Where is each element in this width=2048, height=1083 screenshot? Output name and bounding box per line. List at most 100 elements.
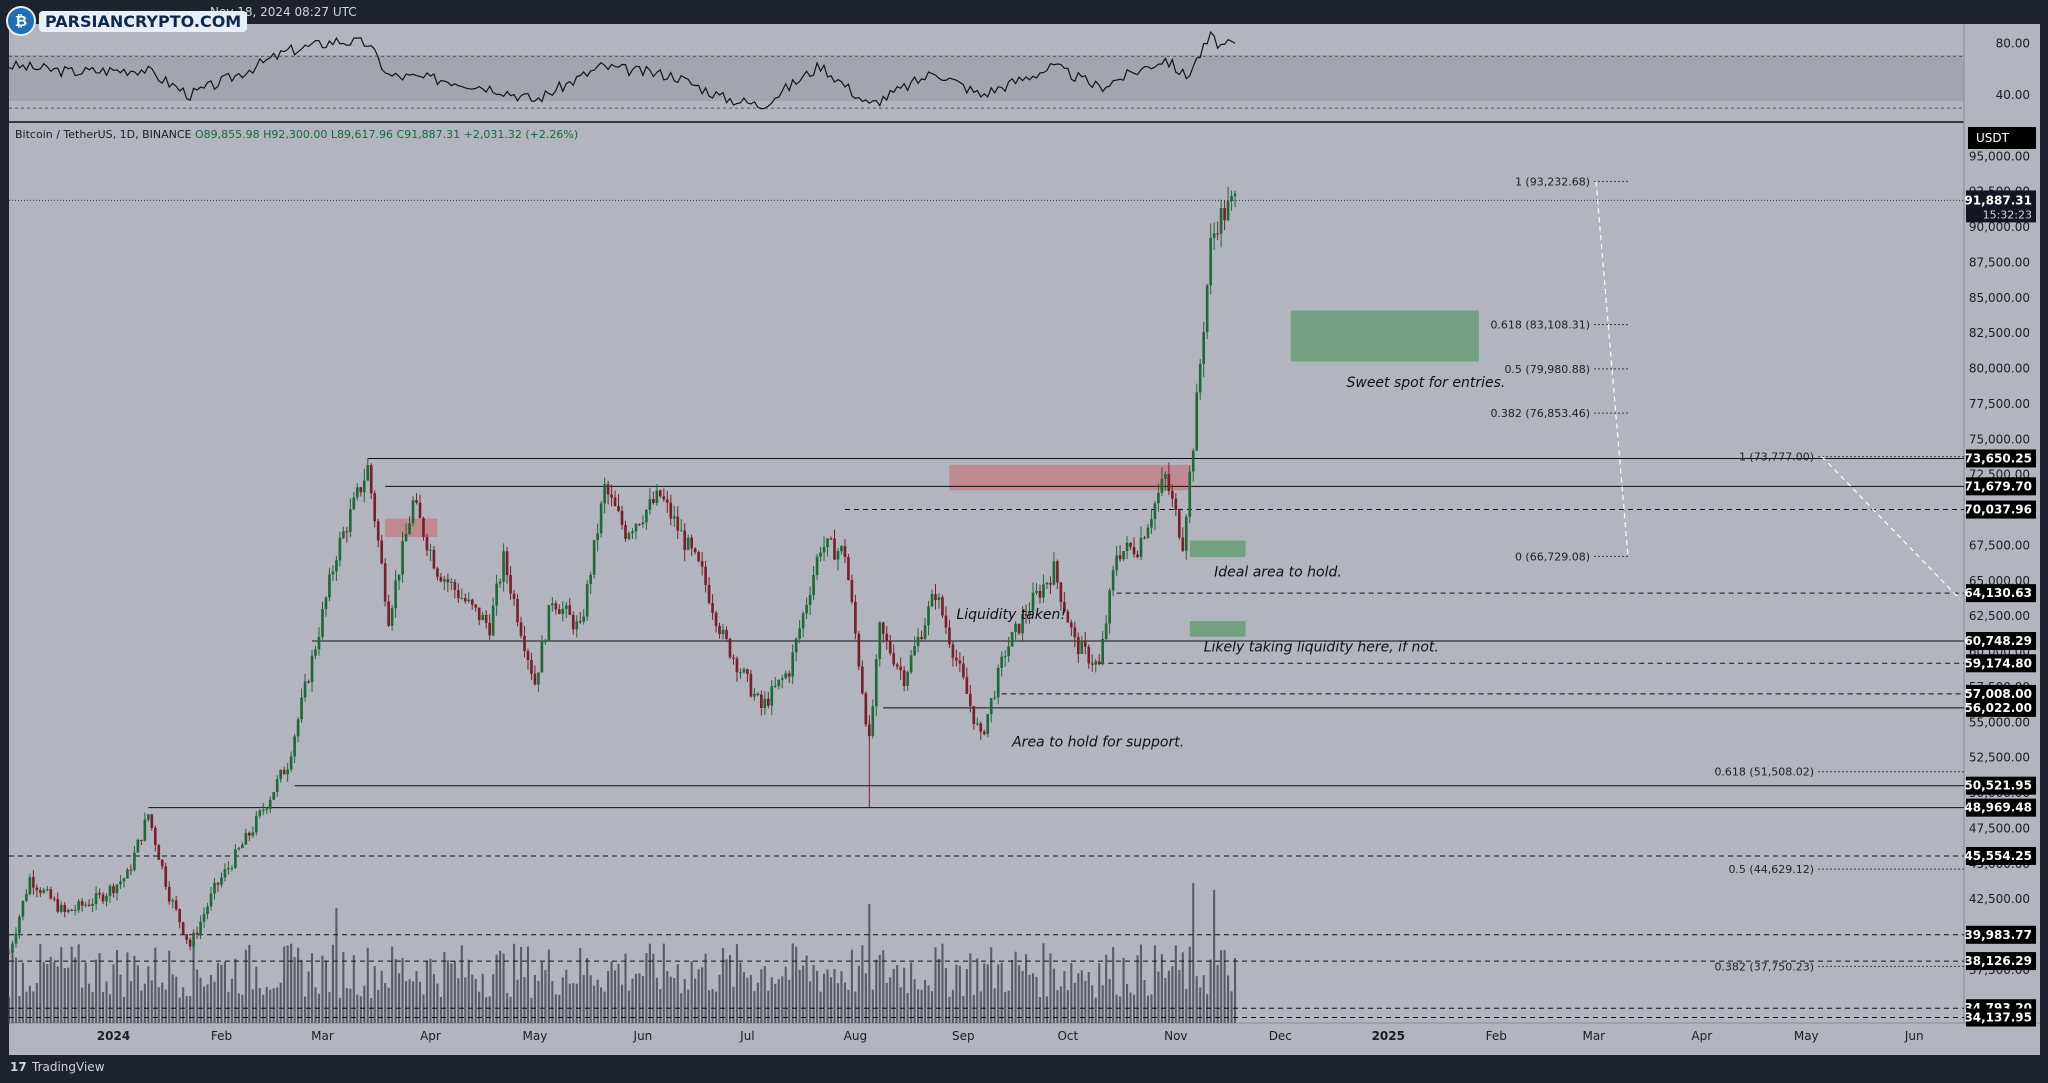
volume-bar <box>474 978 477 1023</box>
volume-bar <box>115 950 119 1023</box>
volume-bar <box>1080 970 1083 1023</box>
volume-bar <box>819 991 822 1023</box>
level-badge <box>1966 584 2036 603</box>
volume-bar <box>795 946 798 1023</box>
candle-body <box>540 641 544 673</box>
candle-body <box>840 546 843 552</box>
level-badge <box>1966 632 2036 651</box>
candle-body <box>303 681 307 698</box>
volume-bar <box>380 970 383 1023</box>
candle-body <box>735 658 739 673</box>
volume-bar <box>67 967 70 1023</box>
volume-bar <box>1178 970 1181 1023</box>
candle-body <box>631 531 634 534</box>
volume-bar <box>1070 963 1073 1023</box>
candle-body <box>544 640 547 642</box>
volume-bar <box>63 968 66 1023</box>
candle-body <box>1045 582 1049 585</box>
volume-bar <box>1153 945 1156 1023</box>
level-badge <box>1966 698 2036 717</box>
volume-bar <box>589 975 592 1023</box>
volume-bar <box>223 961 226 1023</box>
candle-body <box>366 465 370 481</box>
level-badge-label: 38,126.29 <box>1964 954 2032 968</box>
volume-bar <box>906 993 909 1023</box>
level-badge-label: 56,022.00 <box>1964 701 2032 715</box>
candle-body <box>230 867 234 869</box>
volume-bar <box>370 997 373 1023</box>
currency-button[interactable]: USDT <box>1968 127 2036 149</box>
candle-body <box>488 622 491 636</box>
price-tick-label: 55,000.00 <box>1969 715 2030 729</box>
volume-bar <box>502 953 505 1023</box>
volume-bar <box>352 955 355 1023</box>
volume-bar <box>603 991 606 1023</box>
fibonacci-layer: 1 (93,232.68) 0.618 (83,108.31) 0.5 (79,98… <box>1490 175 1964 973</box>
candle-body <box>446 579 450 583</box>
volume-bar <box>624 953 627 1023</box>
candle-body <box>474 604 478 608</box>
candle-body <box>958 660 962 664</box>
volume-bar <box>871 989 874 1023</box>
candle-body <box>1094 661 1098 665</box>
volume-bar <box>283 946 286 1023</box>
volume-bar <box>572 983 575 1023</box>
volume-bar <box>1181 952 1184 1023</box>
volume-bar <box>1028 974 1031 1023</box>
volume-bar <box>864 973 867 1023</box>
volume-bar <box>812 965 815 1023</box>
volume-bar <box>310 953 314 1023</box>
candle-body <box>178 909 181 923</box>
volume-bar <box>349 988 352 1023</box>
volume-bar <box>1139 944 1143 1023</box>
volume-bar <box>568 983 571 1023</box>
volume-bar <box>554 994 557 1023</box>
candle-body <box>596 533 599 541</box>
candle-body <box>241 844 244 849</box>
candle-body <box>693 548 697 553</box>
volume-bar <box>1087 972 1090 1023</box>
volume-bar <box>526 946 530 1023</box>
candle-body <box>941 597 944 616</box>
volume-bar <box>645 952 648 1023</box>
volume-bar <box>307 971 310 1023</box>
volume-bar <box>565 969 568 1023</box>
volume-bar <box>927 985 930 1023</box>
candle-body <box>268 799 272 809</box>
volume-bar <box>1066 990 1069 1023</box>
candle-body <box>770 686 774 706</box>
candle-body <box>986 714 990 735</box>
volume-bar <box>1004 992 1007 1023</box>
candle-body <box>28 877 32 895</box>
candle-body <box>453 581 457 591</box>
candle-body <box>174 900 178 910</box>
annotation-text: Likely taking liquidity here, if not. <box>1204 640 1439 656</box>
candles-layer[interactable] <box>7 186 1237 957</box>
site-logo[interactable]: ₿ PARSIANCRYPTO.COM <box>6 6 248 36</box>
candle-body <box>714 612 718 626</box>
candle-body <box>491 605 495 636</box>
symbol-legend[interactable]: Bitcoin / TetherUS, 1D, BINANCE O89,855.… <box>15 128 578 141</box>
volume-bar <box>1213 890 1216 1023</box>
candle-body <box>819 552 822 557</box>
volume-bar <box>122 996 125 1023</box>
volume-bar <box>98 953 101 1023</box>
time-axis-labels[interactable]: 2024 Feb Mar Apr May Jun Jul Aug Sep Oct Nov Dec 202… <box>97 1029 1924 1043</box>
volume-bar <box>53 962 56 1023</box>
last-price-countdown: 15:32:23 <box>1983 208 2032 221</box>
volume-bar <box>154 947 157 1023</box>
candle-body <box>328 574 331 598</box>
candle-body <box>1031 592 1035 612</box>
volume-bar <box>488 996 491 1023</box>
candle-body <box>63 904 67 913</box>
level-badge-label: 39,983.77 <box>1964 928 2032 942</box>
candle-body <box>251 832 255 836</box>
candle-body <box>920 636 923 639</box>
tradingview-icon: 17 <box>10 1060 27 1074</box>
rsi-axis-bg <box>1964 24 2040 122</box>
candle-body <box>634 524 638 532</box>
candle-body <box>944 615 948 628</box>
volume-bar <box>1042 943 1045 1023</box>
volume-bar <box>168 950 171 1023</box>
